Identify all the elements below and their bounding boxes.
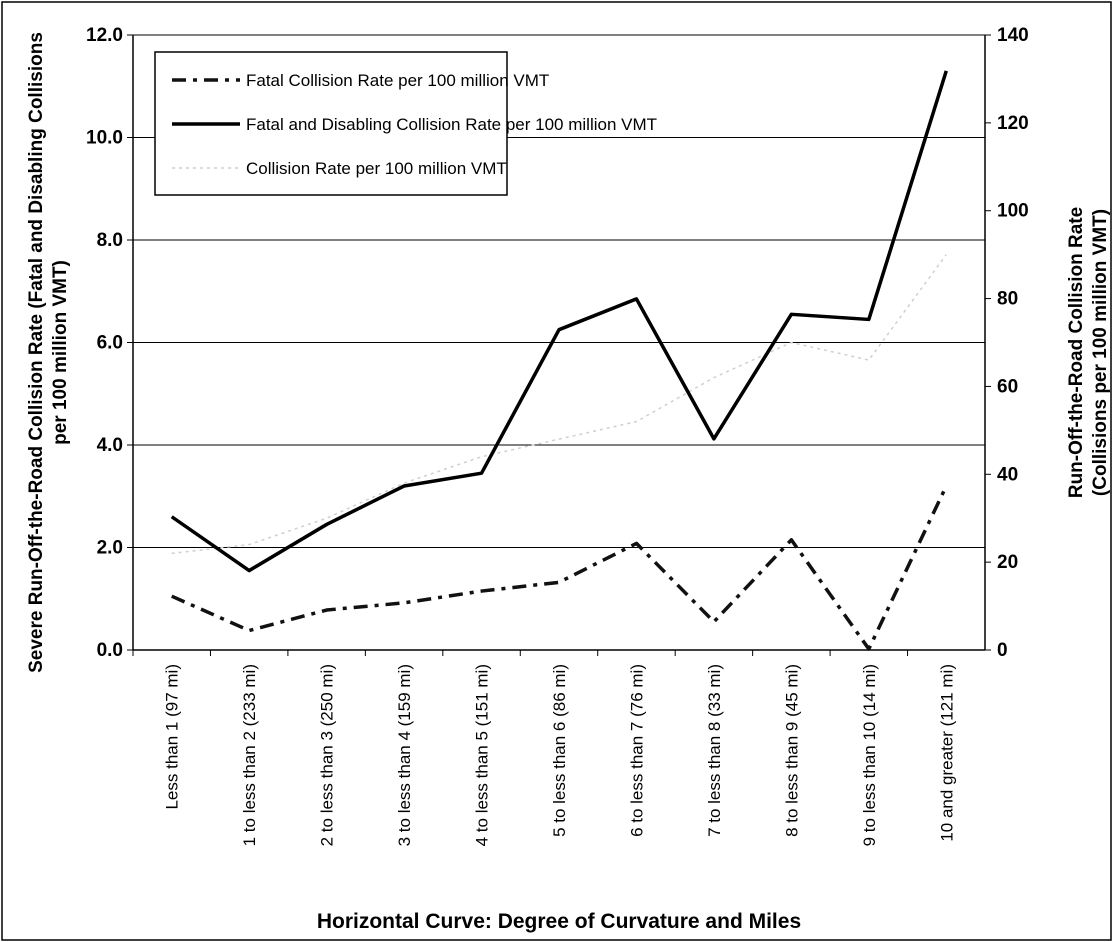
- legend-label: Fatal Collision Rate per 100 million VMT: [246, 71, 549, 90]
- y-axis-title: Severe Run-Off-the-Road Collision Rate (…: [26, 32, 47, 673]
- y-tick-label: 10.0: [86, 128, 123, 149]
- x-tick-label: 3 to less than 4 (159 mi): [395, 664, 414, 846]
- y-tick-label: 0.0: [97, 640, 123, 661]
- series-line: [171, 254, 947, 555]
- x-tick-label: 10 and greater (121 mi): [937, 664, 956, 842]
- x-axis-title: Horizontal Curve: Degree of Curvature an…: [317, 910, 801, 933]
- series-line: [171, 485, 948, 651]
- x-tick-label: 9 to less than 10 (14 mi): [860, 664, 879, 846]
- y2-tick-label: 60: [997, 376, 1018, 397]
- y2-axis-title: Run-Off-the-Road Collision Rate: [1066, 207, 1087, 498]
- legend-label: Collision Rate per 100 million VMT: [246, 159, 507, 178]
- x-tick-label: 6 to less than 7 (76 mi): [627, 664, 646, 837]
- x-tick-label: 1 to less than 2 (233 mi): [240, 664, 259, 846]
- y2-tick-label: 0: [997, 640, 1008, 661]
- y-tick-label: 4.0: [97, 435, 123, 456]
- x-tick-label: 4 to less than 5 (151 mi): [473, 664, 492, 846]
- y2-tick-label: 100: [997, 201, 1029, 222]
- y2-tick-label: 120: [997, 113, 1029, 134]
- x-tick-label: 8 to less than 9 (45 mi): [782, 664, 801, 837]
- y-axis-title: per 100 million VMT): [50, 260, 71, 445]
- x-tick-label: Less than 1 (97 mi): [163, 664, 182, 810]
- y2-tick-label: 140: [997, 25, 1029, 46]
- y2-tick-label: 20: [997, 552, 1018, 573]
- x-tick-label: 7 to less than 8 (33 mi): [705, 664, 724, 837]
- series-line: [170, 70, 948, 573]
- y2-tick-label: 80: [997, 289, 1018, 310]
- y-tick-label: 8.0: [97, 230, 123, 251]
- y2-axis-title: (Collisions per 100 million VMT): [1090, 209, 1111, 496]
- y2-tick-label: 40: [997, 464, 1018, 485]
- y-tick-label: 6.0: [97, 333, 123, 354]
- y-tick-label: 12.0: [86, 25, 123, 46]
- y-tick-label: 2.0: [97, 538, 123, 559]
- x-tick-label: 5 to less than 6 (86 mi): [550, 664, 569, 837]
- legend-label: Fatal and Disabling Collision Rate per 1…: [246, 115, 657, 134]
- x-tick-label: 2 to less than 3 (250 mi): [318, 664, 337, 846]
